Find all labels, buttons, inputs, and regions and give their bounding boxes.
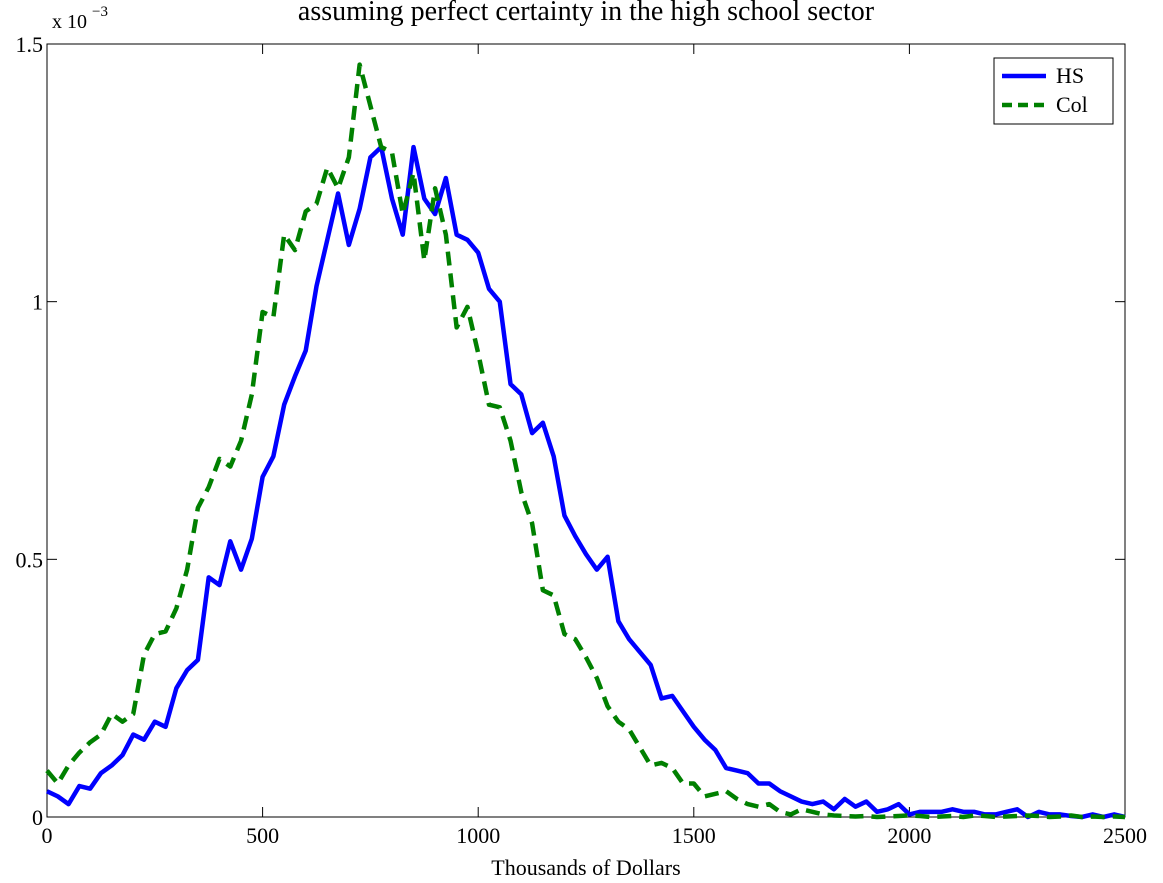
y-multiplier: x 10 <box>52 11 87 33</box>
data-line <box>46 144 1126 820</box>
x-axis-label: Thousands of Dollars <box>491 855 680 880</box>
x-tick-label: 0 <box>42 823 53 848</box>
y-tick-label: 0 <box>32 805 43 830</box>
legend-label: HS <box>1056 63 1084 88</box>
x-tick-label: 1500 <box>672 823 716 848</box>
plot-frame <box>46 43 1126 818</box>
x-tick-label: 1000 <box>456 823 500 848</box>
x-tick-label: 500 <box>246 823 279 848</box>
legend-box <box>993 57 1114 125</box>
y-tick-label: 1.5 <box>16 32 44 57</box>
y-tick-label: 1 <box>32 290 43 315</box>
x-tick-label: 2500 <box>1103 823 1147 848</box>
data-line <box>45 62 1126 820</box>
x-tick-label: 2000 <box>887 823 931 848</box>
y-multiplier-exponent: −3 <box>92 4 108 20</box>
chart-title: assuming perfect certainty in the high s… <box>298 0 875 27</box>
y-tick-label: 0.5 <box>16 547 44 572</box>
legend-label: Col <box>1056 92 1088 117</box>
